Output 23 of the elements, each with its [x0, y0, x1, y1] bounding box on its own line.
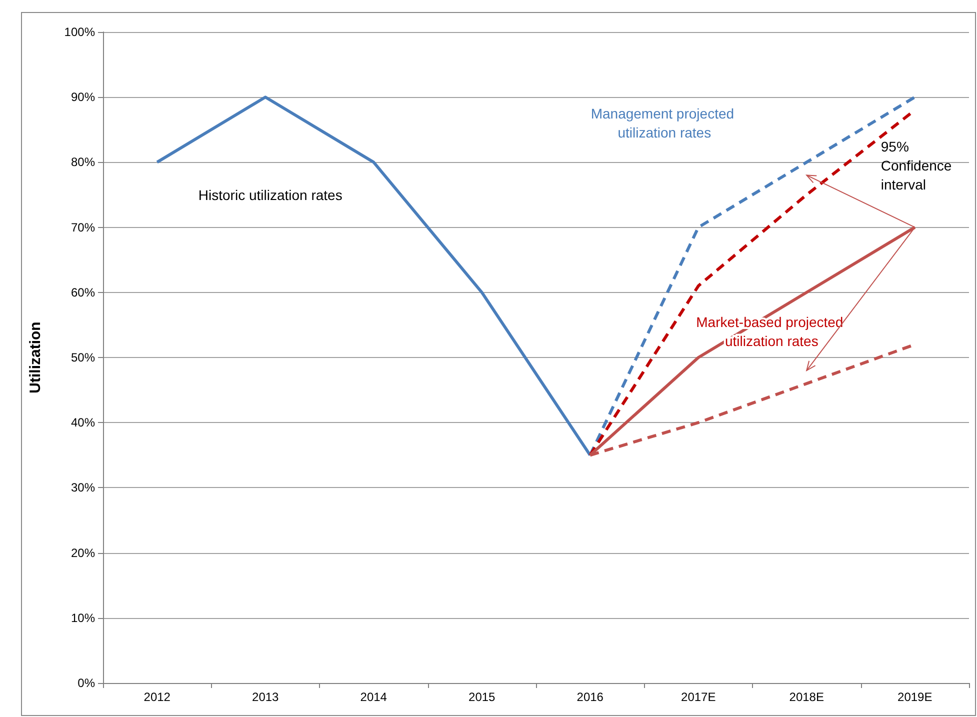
x-tick-label: 2015 [468, 690, 496, 704]
y-tick-label: 30% [70, 480, 96, 495]
annotation: Management projected utilization rates [590, 106, 738, 141]
y-tick-label: 80% [70, 155, 96, 170]
y-tick-label: 100% [64, 25, 96, 39]
y-tick-label: 90% [70, 90, 96, 104]
y-tick-label: 10% [70, 610, 96, 625]
y-axis-title: Utilization [27, 322, 44, 394]
y-tick-label: 20% [70, 546, 96, 560]
y-tick-label: 60% [70, 285, 96, 300]
annotation: 95% Confidence interval [880, 138, 956, 192]
x-tick-label: 2017E [681, 690, 716, 704]
y-tick-label: 70% [70, 220, 96, 234]
y-tick-label: 40% [70, 416, 96, 430]
y-tick-label: 50% [70, 350, 96, 364]
x-tick-label: 2013 [252, 690, 280, 704]
x-tick-label: 2014 [360, 690, 388, 704]
annotation: Historic utilization rates [198, 186, 342, 203]
x-tick-label: 2018E [789, 690, 824, 704]
x-tick-label: 2016 [576, 690, 604, 704]
x-tick-label: 2012 [144, 690, 171, 704]
x-tick-label: 2019E [898, 690, 932, 704]
y-tick-label: 0% [78, 676, 96, 690]
